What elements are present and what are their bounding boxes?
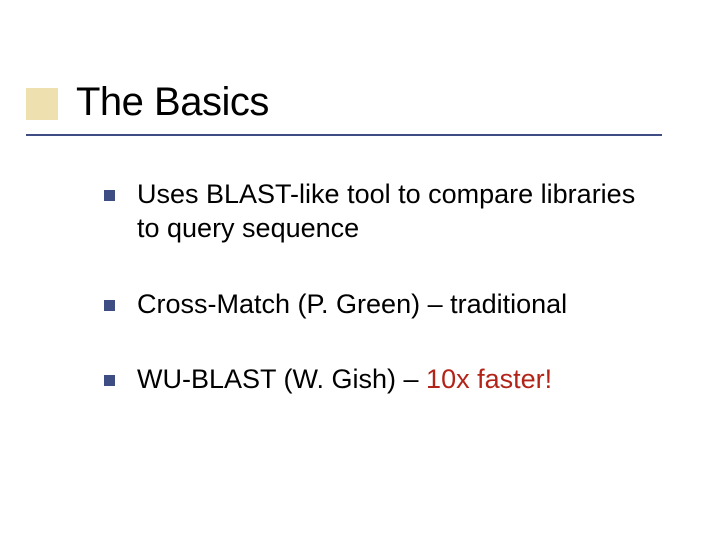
bullet-plain: WU-BLAST (W. Gish) –	[137, 364, 426, 394]
list-item: Cross-Match (P. Green) – traditional	[104, 288, 644, 322]
slide: The Basics Uses BLAST-like tool to compa…	[0, 0, 720, 540]
title-underline	[26, 134, 662, 136]
square-bullet-icon	[104, 190, 115, 201]
bullet-highlight: 10x faster!	[426, 364, 552, 394]
title-accent-box	[26, 88, 58, 120]
bullet-plain: Uses BLAST-like tool to compare librarie…	[137, 179, 635, 243]
square-bullet-icon	[104, 375, 115, 386]
slide-title: The Basics	[76, 80, 269, 124]
bullet-text: Uses BLAST-like tool to compare librarie…	[137, 178, 644, 246]
square-bullet-icon	[104, 300, 115, 311]
bullet-plain: Cross-Match (P. Green) – traditional	[137, 289, 567, 319]
list-item: Uses BLAST-like tool to compare librarie…	[104, 178, 644, 246]
bullet-list: Uses BLAST-like tool to compare librarie…	[104, 178, 644, 439]
bullet-text: Cross-Match (P. Green) – traditional	[137, 288, 567, 322]
title-row: The Basics	[76, 80, 269, 125]
bullet-text: WU-BLAST (W. Gish) – 10x faster!	[137, 363, 552, 397]
list-item: WU-BLAST (W. Gish) – 10x faster!	[104, 363, 644, 397]
